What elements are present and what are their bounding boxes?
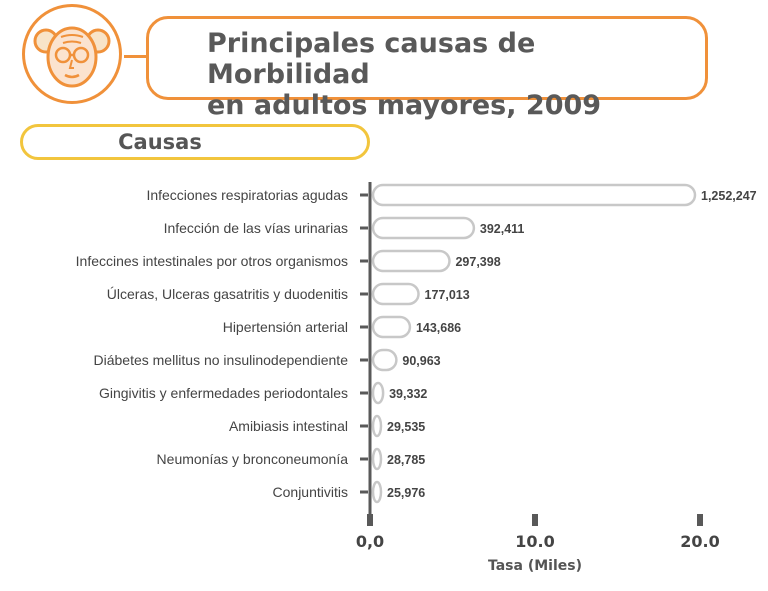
category-label: Amibiasis intestinal	[229, 418, 348, 434]
value-label: 1,252,247	[701, 189, 757, 203]
bar	[371, 183, 697, 207]
x-tick-mark	[367, 514, 373, 526]
category-label: Neumonías y bronconeumonía	[157, 451, 349, 467]
bar	[371, 381, 385, 405]
x-tick-mark	[697, 514, 703, 526]
bar	[371, 315, 412, 339]
category-label: Diábetes mellitus no insulinodependiente	[93, 352, 348, 368]
category-label: Infecciones respiratorias agudas	[146, 187, 348, 203]
value-label: 29,535	[387, 420, 425, 434]
category-label: Infección de las vías urinarias	[164, 220, 348, 236]
value-label: 297,398	[455, 255, 500, 269]
x-axis-title: Tasa (Miles)	[488, 558, 582, 574]
page-title-line-2: en adultos mayores, 2009	[207, 90, 602, 121]
page-title-line-1: Principales causas de Morbilidad	[207, 28, 536, 90]
bar	[371, 480, 383, 504]
bar	[371, 348, 398, 372]
title-connector	[124, 55, 146, 58]
value-label: 392,411	[480, 222, 525, 236]
x-tick-label: 0,0	[356, 532, 384, 551]
value-label: 143,686	[416, 321, 461, 335]
value-label: 177,013	[425, 288, 470, 302]
x-tick-label: 20.0	[680, 532, 719, 551]
page-title: Principales causas de Morbilidad en adul…	[207, 28, 705, 121]
category-label: Úlceras, Ulceras gasatritis y duodenitis	[107, 286, 348, 302]
bar	[371, 447, 383, 471]
category-label: Infeccines intestinales por otros organi…	[76, 253, 348, 269]
value-label: 28,785	[387, 453, 425, 467]
section-pill: Causas	[20, 124, 370, 160]
category-label: Conjuntivitis	[273, 484, 348, 500]
bar	[371, 282, 420, 306]
value-label: 90,963	[402, 354, 440, 368]
elderly-person-icon	[22, 4, 122, 104]
category-label: Hipertensión arterial	[223, 319, 348, 335]
value-label: 25,976	[387, 486, 425, 500]
category-label: Gingivitis y enfermedades periodontales	[99, 385, 348, 401]
bar	[371, 216, 476, 240]
title-box: Principales causas de Morbilidad en adul…	[146, 16, 708, 121]
x-tick-mark	[532, 514, 538, 526]
bar	[371, 249, 451, 273]
bar-chart: Infecciones respiratorias agudas 1,252,24…	[76, 182, 757, 574]
section-label: Causas	[118, 130, 202, 154]
value-label: 39,332	[389, 387, 427, 401]
bar	[371, 414, 383, 438]
x-tick-label: 10.0	[515, 532, 554, 551]
